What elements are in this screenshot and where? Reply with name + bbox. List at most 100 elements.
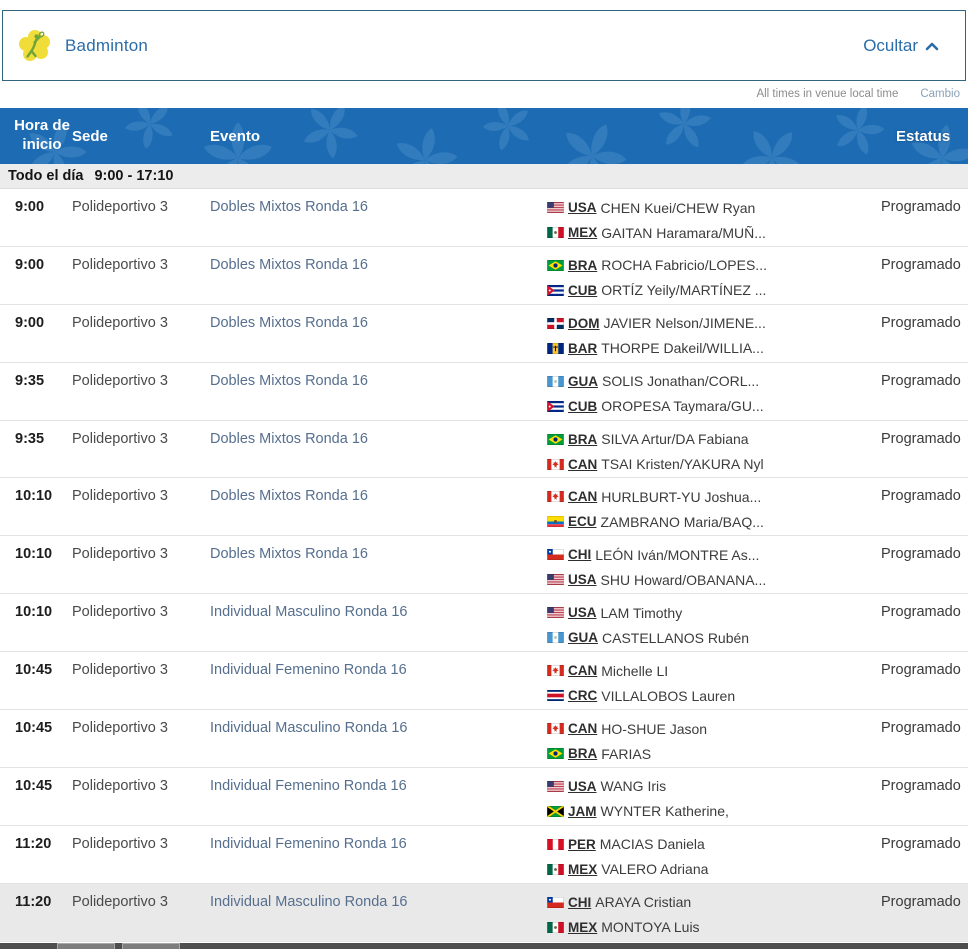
team-line: USA SHU Howard/OBANANA... xyxy=(547,567,881,592)
schedule-row: 9:35 Polideportivo 3 Dobles Mixtos Ronda 1… xyxy=(0,420,968,479)
start-time: 10:10 xyxy=(15,604,53,621)
venue: Polideportivo 3 xyxy=(72,893,168,910)
team-line: USA LAM Timothy xyxy=(547,600,881,625)
team-line: CUB ORTÍZ Yeily/MARTÍNEZ ... xyxy=(547,278,881,303)
noc-link[interactable]: CHI xyxy=(568,547,592,563)
start-time: 9:00 xyxy=(15,314,45,331)
team-line: BAR THORPE Dakeil/WILLIA... xyxy=(547,336,881,361)
teams-cell: USA CHEN Kuei/CHEW Ryan MEX GAITAN Haramara… xyxy=(547,189,881,246)
players-names: CASTELLANOS Rubén xyxy=(602,629,750,646)
noc-link[interactable]: BAR xyxy=(568,340,598,356)
event-link[interactable]: Dobles Mixtos Ronda 16 xyxy=(210,314,368,331)
chevron-up-icon xyxy=(925,41,939,51)
event-link[interactable]: Individual Masculino Ronda 16 xyxy=(210,604,408,621)
flag-chi-icon xyxy=(547,549,564,561)
schedule-row: 9:00 Polideportivo 3 Dobles Mixtos Ronda 1… xyxy=(0,189,968,247)
bottom-cutoff-bar xyxy=(0,943,968,949)
status-label: Programado xyxy=(881,720,961,737)
noc-link[interactable]: CAN xyxy=(568,663,598,679)
status-label: Programado xyxy=(881,314,961,331)
event-link[interactable]: Dobles Mixtos Ronda 16 xyxy=(210,488,368,505)
change-timezone-link[interactable]: Cambio xyxy=(920,88,960,100)
noc-link[interactable]: CUB xyxy=(568,282,598,298)
noc-link[interactable]: USA xyxy=(568,200,597,215)
event-link[interactable]: Individual Femenino Ronda 16 xyxy=(210,835,407,852)
flag-chi-icon xyxy=(547,896,564,908)
players-names: ORTÍZ Yeily/MARTÍNEZ ... xyxy=(601,282,767,299)
noc-link[interactable]: GUA xyxy=(568,373,598,389)
teams-cell: CAN HO-SHUE Jason BRA FARIAS xyxy=(547,710,881,767)
noc-link[interactable]: CRC xyxy=(568,688,598,704)
noc-link[interactable]: BRA xyxy=(568,257,598,273)
collapse-button[interactable]: Ocultar xyxy=(863,36,939,56)
players-names: SHU Howard/OBANANA... xyxy=(600,571,767,588)
flag-bra-icon xyxy=(547,748,564,760)
column-header-venue: Sede xyxy=(72,127,108,145)
start-time: 10:45 xyxy=(15,662,53,679)
noc-link[interactable]: PER xyxy=(568,836,596,852)
noc-link[interactable]: CAN xyxy=(568,456,598,472)
players-names: GAITAN Haramara/MUÑ... xyxy=(601,224,766,241)
team-line: MEX VALERO Adriana xyxy=(547,857,881,882)
noc-link[interactable]: CUB xyxy=(568,398,598,414)
status-label: Programado xyxy=(881,546,961,563)
schedule-row: 10:45 Polideportivo 3 Individual Femenino … xyxy=(0,652,968,711)
noc-link[interactable]: GUA xyxy=(568,630,598,646)
noc-link[interactable]: MEX xyxy=(568,919,598,935)
column-header-status: Estatus xyxy=(896,127,951,145)
status-label: Programado xyxy=(881,893,961,910)
start-time: 11:20 xyxy=(15,835,52,852)
teams-cell: USA LAM Timothy GUA CASTELLANOS Rubén xyxy=(547,594,881,651)
noc-link[interactable]: USA xyxy=(568,778,597,794)
status-label: Programado xyxy=(881,604,961,621)
venue: Polideportivo 3 xyxy=(72,372,168,389)
noc-link[interactable]: CAN xyxy=(568,721,598,737)
noc-link[interactable]: ECU xyxy=(568,514,597,530)
start-time: 10:10 xyxy=(15,488,53,505)
flag-mex-icon xyxy=(547,921,564,933)
event-link[interactable]: Individual Masculino Ronda 16 xyxy=(210,720,408,737)
noc-link[interactable]: CAN xyxy=(568,489,598,505)
venue: Polideportivo 3 xyxy=(72,430,168,447)
players-names: WANG Iris xyxy=(600,778,667,795)
event-link[interactable]: Dobles Mixtos Ronda 16 xyxy=(210,199,368,215)
noc-link[interactable]: DOM xyxy=(568,315,600,331)
players-names: SOLIS Jonathan/CORL... xyxy=(602,373,760,390)
event-link[interactable]: Individual Masculino Ronda 16 xyxy=(210,893,408,910)
players-names: JAVIER Nelson/JIMENE... xyxy=(603,315,766,332)
teams-cell: BRA ROCHA Fabricio/LOPES... CUB ORTÍZ Yeily… xyxy=(547,247,881,304)
cutoff-button-2[interactable] xyxy=(122,943,180,949)
event-link[interactable]: Dobles Mixtos Ronda 16 xyxy=(210,256,368,273)
team-line: CAN Michelle LI xyxy=(547,658,881,683)
noc-link[interactable]: MEX xyxy=(568,861,598,877)
players-names: HURLBURT-YU Joshua... xyxy=(601,488,762,505)
table-header: Hora de inicio Sede Evento Estatus xyxy=(0,108,968,164)
cutoff-button-1[interactable] xyxy=(57,943,115,949)
team-line: BRA ROCHA Fabricio/LOPES... xyxy=(547,253,881,278)
noc-link[interactable]: MEX xyxy=(568,225,598,240)
column-header-time: Hora de inicio xyxy=(14,117,70,153)
schedule-row: 10:10 Polideportivo 3 Dobles Mixtos Ronda … xyxy=(0,478,968,537)
team-line: USA WANG Iris xyxy=(547,774,881,799)
event-link[interactable]: Dobles Mixtos Ronda 16 xyxy=(210,372,368,389)
event-link[interactable]: Dobles Mixtos Ronda 16 xyxy=(210,546,368,563)
event-link[interactable]: Individual Femenino Ronda 16 xyxy=(210,662,407,679)
schedule-row: 11:20 Polideportivo 3 Individual Femenino … xyxy=(0,825,968,884)
noc-link[interactable]: CHI xyxy=(568,894,592,910)
noc-link[interactable]: USA xyxy=(568,572,597,588)
flag-usa-icon xyxy=(547,574,564,586)
event-link[interactable]: Dobles Mixtos Ronda 16 xyxy=(210,430,368,447)
players-names: THORPE Dakeil/WILLIA... xyxy=(601,340,764,357)
schedule-row: 9:00 Polideportivo 3 Dobles Mixtos Ronda 1… xyxy=(0,304,968,363)
players-names: CHEN Kuei/CHEW Ryan xyxy=(600,199,756,216)
noc-link[interactable]: USA xyxy=(568,605,597,621)
flag-crc-icon xyxy=(547,690,564,702)
noc-link[interactable]: JAM xyxy=(568,803,597,819)
flag-gua-icon xyxy=(547,632,564,644)
teams-cell: PER MACIAS Daniela MEX VALERO Adriana xyxy=(547,826,881,883)
event-link[interactable]: Individual Femenino Ronda 16 xyxy=(210,777,407,794)
flag-dom-icon xyxy=(547,317,564,329)
noc-link[interactable]: BRA xyxy=(568,746,598,762)
team-line: PER MACIAS Daniela xyxy=(547,832,881,857)
noc-link[interactable]: BRA xyxy=(568,431,598,447)
